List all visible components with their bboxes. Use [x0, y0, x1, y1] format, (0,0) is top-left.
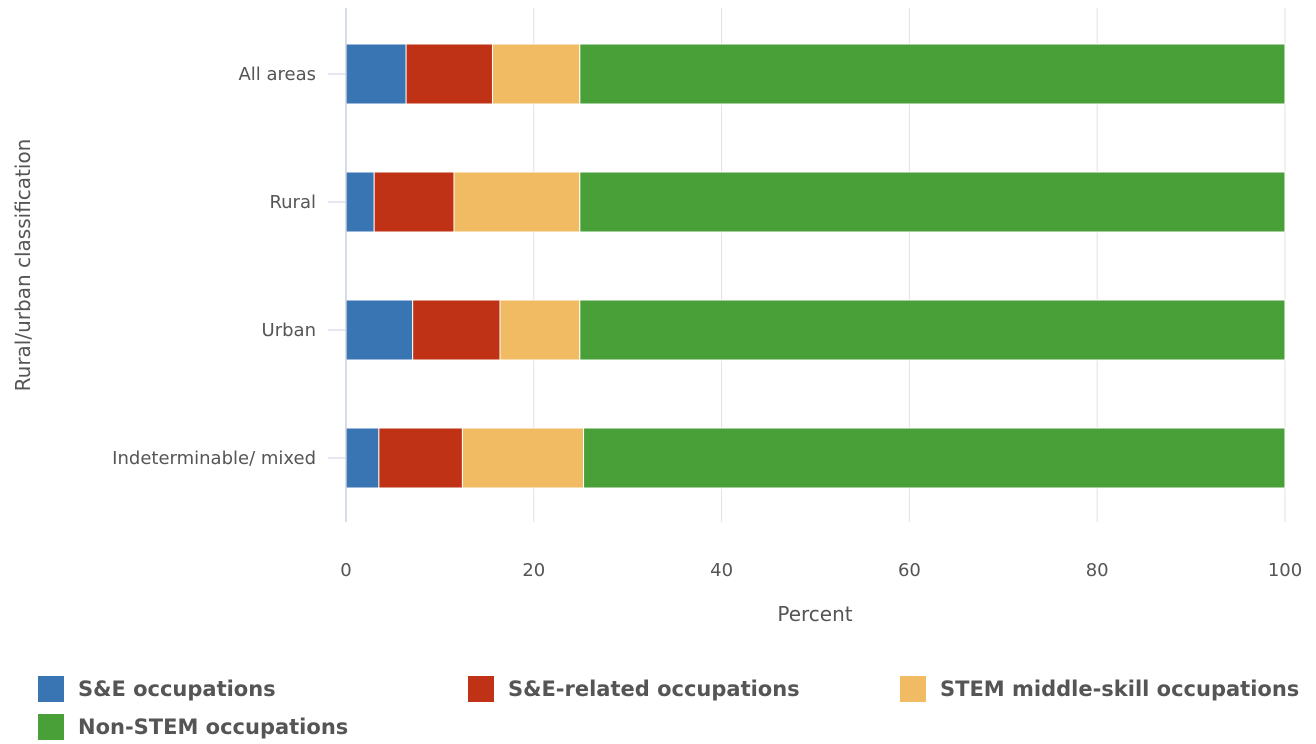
legend-label: Non-STEM occupations	[78, 715, 349, 739]
bar-segment	[491, 43, 581, 105]
category-label: All areas	[238, 64, 316, 85]
bar-segment	[453, 171, 581, 233]
legend-swatch	[900, 676, 926, 702]
legend-item[interactable]: STEM middle-skill occupations	[900, 674, 1299, 704]
x-axis-title: Percent	[777, 602, 852, 626]
y-axis-title: Rural/urban classification	[11, 139, 35, 392]
bar-segment	[345, 427, 380, 489]
bar-segment	[373, 171, 455, 233]
bar-segment	[579, 43, 1286, 105]
bar-segment	[412, 299, 501, 361]
legend-item[interactable]: S&E occupations	[38, 674, 276, 704]
axes: 0 20 40 60 80 100 All areas Rural Urban Indetermi…	[112, 8, 1302, 581]
bar-segment	[579, 171, 1286, 233]
legend-item[interactable]: S&E-related occupations	[468, 674, 800, 704]
x-tick-label: 20	[522, 560, 545, 581]
legend-swatch	[468, 676, 494, 702]
category-label: Rural	[269, 192, 316, 213]
bar-segment	[583, 427, 1286, 489]
legend: S&E occupations S&E-related occupations ST…	[38, 672, 1308, 744]
bar-segment	[345, 43, 407, 105]
bar-segment	[461, 427, 585, 489]
bars	[345, 43, 1286, 489]
bar-segment	[345, 171, 375, 233]
bar-segment	[499, 299, 581, 361]
bar-segment	[378, 427, 463, 489]
bar-segment	[579, 299, 1286, 361]
x-tick-label: 100	[1268, 560, 1302, 581]
legend-swatch	[38, 676, 64, 702]
legend-label: S&E-related occupations	[508, 677, 800, 701]
x-tick-label: 40	[710, 560, 733, 581]
bar-segment	[405, 43, 493, 105]
legend-label: STEM middle-skill occupations	[940, 677, 1300, 701]
x-tick-label: 80	[1086, 560, 1109, 581]
legend-item[interactable]: Non-STEM occupations	[38, 712, 348, 742]
category-label: Urban	[262, 320, 316, 341]
x-tick-label: 0	[340, 560, 351, 581]
category-label: Indeterminable/ mixed	[112, 448, 316, 469]
x-tick-label: 60	[898, 560, 921, 581]
legend-swatch	[38, 714, 64, 740]
bar-segment	[345, 299, 414, 361]
legend-label: S&E occupations	[78, 677, 276, 701]
